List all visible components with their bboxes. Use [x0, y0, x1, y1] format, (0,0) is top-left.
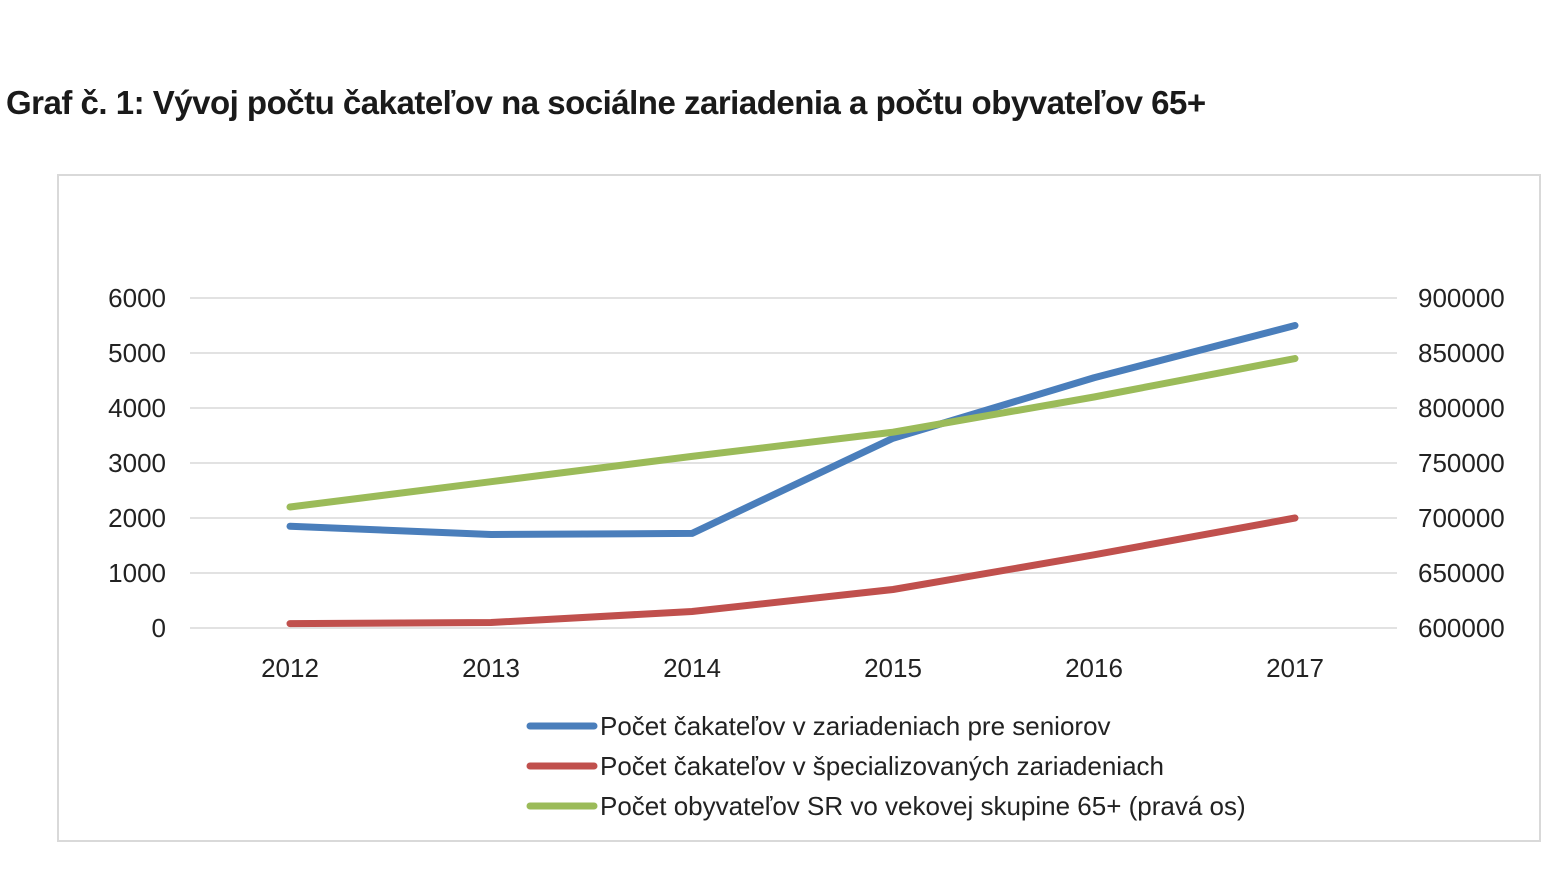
- legend: Počet čakateľov v zariadeniach pre senio…: [526, 711, 1246, 821]
- series-line-3: [286, 355, 1299, 511]
- left-tick-label: 3000: [108, 448, 166, 478]
- left-tick-label: 5000: [108, 338, 166, 368]
- left-tick-label: 6000: [108, 283, 166, 313]
- x-axis-ticks: 2012 2013 2014 2015 2016 2017: [261, 653, 1324, 683]
- series-line-2: [286, 514, 1299, 628]
- series-lines: [286, 322, 1299, 628]
- page-title: Graf č. 1: Vývoj počtu čakateľov na soci…: [6, 84, 1206, 121]
- x-tick-label: 2015: [864, 653, 922, 683]
- x-tick-label: 2014: [663, 653, 721, 683]
- left-tick-label: 0: [152, 613, 166, 643]
- right-tick-label: 650000: [1418, 558, 1505, 588]
- right-axis-ticks: 600000 650000 700000 750000 800000 850000 9000…: [1418, 283, 1505, 643]
- left-tick-label: 1000: [108, 558, 166, 588]
- x-tick-label: 2012: [261, 653, 319, 683]
- x-tick-label: 2017: [1266, 653, 1324, 683]
- right-tick-label: 800000: [1418, 393, 1505, 423]
- series-line-1: [286, 322, 1299, 538]
- x-tick-label: 2013: [462, 653, 520, 683]
- left-tick-label: 2000: [108, 503, 166, 533]
- legend-label: Počet čakateľov v špecializovaných zaria…: [600, 751, 1164, 781]
- legend-label: Počet obyvateľov SR vo vekovej skupine 6…: [600, 791, 1246, 821]
- x-tick-label: 2016: [1065, 653, 1123, 683]
- left-tick-label: 4000: [108, 393, 166, 423]
- right-tick-label: 750000: [1418, 448, 1505, 478]
- legend-label: Počet čakateľov v zariadeniach pre senio…: [600, 711, 1111, 741]
- right-tick-label: 900000: [1418, 283, 1505, 313]
- right-tick-label: 700000: [1418, 503, 1505, 533]
- right-tick-label: 600000: [1418, 613, 1505, 643]
- left-axis-ticks: 0 1000 2000 3000 4000 5000 6000: [108, 283, 166, 643]
- right-tick-label: 850000: [1418, 338, 1505, 368]
